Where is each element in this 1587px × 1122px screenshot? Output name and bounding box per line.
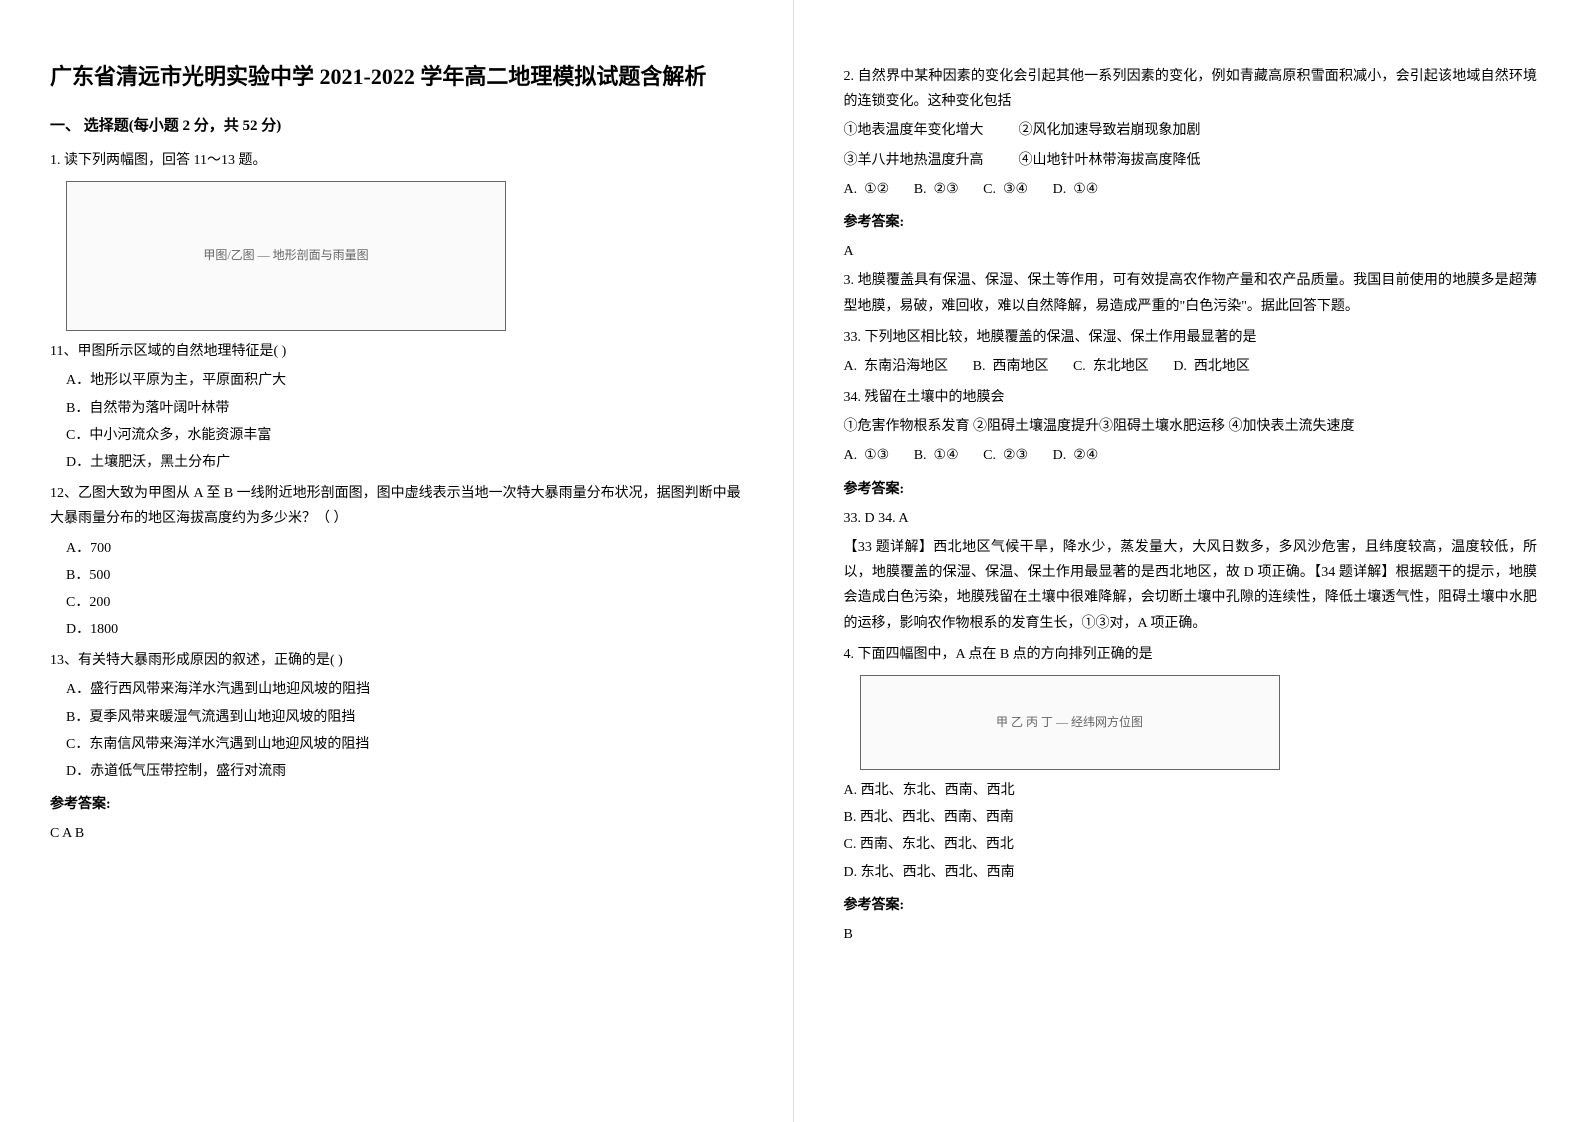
q1-intro: 1. 读下列两幅图，回答 11～13 题。 (50, 148, 743, 173)
q13-text: 13、有关特大暴雨形成原因的叙述，正确的是( ) (50, 648, 743, 673)
q11-text: 11、甲图所示区域的自然地理特征是( ) (50, 339, 743, 364)
answer-4: B (844, 922, 1538, 947)
q12-opt-d: D．1800 (66, 617, 743, 642)
q12-options: A．700 B．500 C．200 D．1800 (50, 536, 743, 643)
q2-statements-1: ①地表温度年变化增大 ②风化加速导致岩崩现象加剧 (844, 118, 1538, 143)
answer-label-1: 参考答案: (50, 792, 743, 817)
q12-text: 12、乙图大致为甲图从 A 至 B 一线附近地形剖面图，图中虚线表示当地一次特大… (50, 481, 743, 531)
q4-opt-c: C. 西南、东北、西北、西北 (844, 832, 1538, 857)
q4-text: 4. 下面四幅图中，A 点在 B 点的方向排列正确的是 (844, 642, 1538, 667)
q2-s4: ④山地针叶林带海拔高度降低 (1019, 153, 1201, 168)
q11-opt-a: A．地形以平原为主，平原面积广大 (66, 368, 743, 393)
answer-3: 33. D 34. A (844, 506, 1538, 531)
explanation-33-34: 【33 题详解】西北地区气候干旱，降水少，蒸发量大，大风日数多，多风沙危害，且纬… (844, 535, 1538, 636)
q34-statements: ①危害作物根系发育 ②阻碍土壤温度提升③阻碍土壤水肥运移 ④加快表土流失速度 (844, 414, 1538, 439)
q34-options: A. ①③ B. ①④ C. ②③ D. ②④ (844, 443, 1538, 468)
q2-s2: ②风化加速导致岩崩现象加剧 (1019, 123, 1201, 138)
q33-options: A. 东南沿海地区 B. 西南地区 C. 东北地区 D. 西北地区 (844, 354, 1538, 379)
figure-map-chart: 甲图/乙图 — 地形剖面与雨量图 (66, 181, 506, 331)
q33-opt-d: D. 西北地区 (1173, 359, 1250, 374)
q4-opt-a: A. 西北、东北、西南、西北 (844, 778, 1538, 803)
q13-options: A．盛行西风带来海洋水汽遇到山地迎风坡的阻挡 B．夏季风带来暖湿气流遇到山地迎风… (50, 677, 743, 784)
q3-intro: 3. 地膜覆盖具有保温、保湿、保土等作用，可有效提高农作物产量和农产品质量。我国… (844, 268, 1538, 318)
figure2-label: 甲 乙 丙 丁 — 经纬网方位图 (996, 712, 1143, 734)
answer-1: C A B (50, 821, 743, 846)
right-column: 2. 自然界中某种因素的变化会引起其他一系列因素的变化，例如青藏高原积雪面积减小… (794, 0, 1587, 1122)
q4-options: A. 西北、东北、西南、西北 B. 西北、西北、西南、西南 C. 西南、东北、西… (844, 778, 1538, 885)
q2-opt-b: B. ②③ (914, 182, 959, 197)
left-column: 广东省清远市光明实验中学 2021-2022 学年高二地理模拟试题含解析 一、 … (0, 0, 794, 1122)
q11-opt-c: C．中小河流众多，水能资源丰富 (66, 423, 743, 448)
q12-stem: 12、乙图大致为甲图从 A 至 B 一线附近地形剖面图，图中虚线表示当地一次特大… (50, 486, 741, 526)
q13-opt-a: A．盛行西风带来海洋水汽遇到山地迎风坡的阻挡 (66, 677, 743, 702)
q2-statements-2: ③羊八井地热温度升高 ④山地针叶林带海拔高度降低 (844, 148, 1538, 173)
q12-opt-a: A．700 (66, 536, 743, 561)
figure-label: 甲图/乙图 — 地形剖面与雨量图 (203, 245, 368, 267)
q34-opt-a: A. ①③ (844, 448, 890, 463)
q2-options: A. ①② B. ②③ C. ③④ D. ①④ (844, 177, 1538, 202)
q4-opt-d: D. 东北、西北、西北、西南 (844, 860, 1538, 885)
q34-opt-b: B. ①④ (914, 448, 959, 463)
q33-text: 33. 下列地区相比较，地膜覆盖的保温、保湿、保土作用最显著的是 (844, 325, 1538, 350)
q12-opt-c: C．200 (66, 590, 743, 615)
q4-opt-b: B. 西北、西北、西南、西南 (844, 805, 1538, 830)
q2-opt-a: A. ①② (844, 182, 890, 197)
q2-text: 2. 自然界中某种因素的变化会引起其他一系列因素的变化，例如青藏高原积雪面积减小… (844, 64, 1538, 114)
q33-opt-c: C. 东北地区 (1073, 359, 1149, 374)
answer-2: A (844, 239, 1538, 264)
q12-opt-b: B．500 (66, 563, 743, 588)
q11-options: A．地形以平原为主，平原面积广大 B．自然带为落叶阔叶林带 C．中小河流众多，水… (50, 368, 743, 475)
answer-label-3: 参考答案: (844, 477, 1538, 502)
q2-opt-c: C. ③④ (983, 182, 1028, 197)
exam-title: 广东省清远市光明实验中学 2021-2022 学年高二地理模拟试题含解析 (50, 60, 743, 93)
figure-globes: 甲 乙 丙 丁 — 经纬网方位图 (860, 675, 1280, 770)
q33-opt-b: B. 西南地区 (973, 359, 1049, 374)
answer-label-2: 参考答案: (844, 210, 1538, 235)
q13-opt-d: D．赤道低气压带控制，盛行对流雨 (66, 759, 743, 784)
answer-label-4: 参考答案: (844, 893, 1538, 918)
q13-opt-b: B．夏季风带来暖湿气流遇到山地迎风坡的阻挡 (66, 705, 743, 730)
q11-opt-b: B．自然带为落叶阔叶林带 (66, 396, 743, 421)
q34-opt-c: C. ②③ (983, 448, 1028, 463)
q11-opt-d: D．土壤肥沃，黑土分布广 (66, 450, 743, 475)
q33-opt-a: A. 东南沿海地区 (844, 359, 949, 374)
q2-s1: ①地表温度年变化增大 (844, 123, 984, 138)
section-header: 一、 选择题(每小题 2 分，共 52 分) (50, 113, 743, 140)
q34-opt-d: D. ②④ (1053, 448, 1099, 463)
q34-text: 34. 残留在土壤中的地膜会 (844, 385, 1538, 410)
q2-opt-d: D. ①④ (1053, 182, 1099, 197)
q13-opt-c: C．东南信风带来海洋水汽遇到山地迎风坡的阻挡 (66, 732, 743, 757)
q2-s3: ③羊八井地热温度升高 (844, 153, 984, 168)
